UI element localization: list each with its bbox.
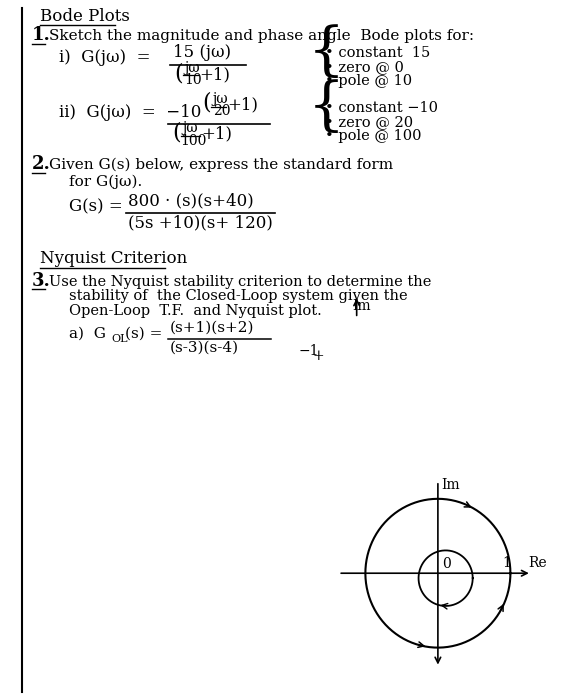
Text: 1: 1 <box>503 556 512 570</box>
Text: (: ( <box>174 62 182 84</box>
Text: +1): +1) <box>201 126 232 143</box>
Text: +1): +1) <box>199 66 230 83</box>
Text: Im: Im <box>441 478 459 492</box>
Text: −1: −1 <box>299 344 319 358</box>
Text: 20: 20 <box>212 104 230 118</box>
Text: 3.: 3. <box>32 272 50 290</box>
Text: jω: jω <box>212 92 228 106</box>
Text: stability of  the Closed-Loop system given the: stability of the Closed-Loop system give… <box>68 289 407 303</box>
Text: {: { <box>307 80 345 136</box>
Text: • pole @ 100: • pole @ 100 <box>325 129 422 143</box>
Text: (s-3)(s-4): (s-3)(s-4) <box>170 341 239 355</box>
Text: 1.: 1. <box>32 27 50 45</box>
Text: +1): +1) <box>227 96 258 113</box>
Text: OL: OL <box>111 334 127 344</box>
Text: Open-Loop  T.F.  and Nyquist plot.: Open-Loop T.F. and Nyquist plot. <box>68 304 321 318</box>
Text: Given G(s) below, express the standard form: Given G(s) below, express the standard f… <box>49 158 393 172</box>
Text: 800 · (s)(s+40): 800 · (s)(s+40) <box>129 193 254 209</box>
Text: • pole @ 10: • pole @ 10 <box>325 74 412 88</box>
Text: 0: 0 <box>442 557 450 571</box>
Text: Nyquist Criterion: Nyquist Criterion <box>39 250 187 267</box>
Text: 10: 10 <box>185 73 202 87</box>
Text: Bode Plots: Bode Plots <box>39 8 129 25</box>
Text: 15 (jω): 15 (jω) <box>173 44 231 62</box>
Text: i)  G(jω)  =: i) G(jω) = <box>59 49 151 66</box>
Text: Sketch the magnitude and phase angle  Bode plots for:: Sketch the magnitude and phase angle Bod… <box>49 29 474 43</box>
Text: G(s) =: G(s) = <box>68 198 122 215</box>
Text: (s) =: (s) = <box>124 327 162 341</box>
Text: • constant  15: • constant 15 <box>325 46 430 60</box>
Text: (: ( <box>172 122 181 144</box>
Text: (s+1)(s+2): (s+1)(s+2) <box>170 321 255 335</box>
Text: (5s +10)(s+ 120): (5s +10)(s+ 120) <box>129 214 273 231</box>
Text: • zero @ 20: • zero @ 20 <box>325 115 413 129</box>
Text: jω: jω <box>182 120 198 134</box>
Text: +: + <box>312 349 324 363</box>
Text: • zero @ 0: • zero @ 0 <box>325 60 404 74</box>
Text: Im: Im <box>352 300 371 314</box>
Text: ii)  G(jω)  =  −10: ii) G(jω) = −10 <box>59 104 201 121</box>
Text: {: { <box>307 25 345 81</box>
Text: Use the Nyquist stability criterion to determine the: Use the Nyquist stability criterion to d… <box>49 274 431 288</box>
Text: 2.: 2. <box>32 155 50 174</box>
Text: 100: 100 <box>181 134 207 148</box>
Text: jω: jω <box>185 61 200 75</box>
Text: Re: Re <box>528 556 547 570</box>
Text: for G(jω).: for G(jω). <box>68 175 142 189</box>
Text: • constant −10: • constant −10 <box>325 101 438 115</box>
Text: (: ( <box>202 92 211 114</box>
Text: a)  G: a) G <box>68 327 105 341</box>
